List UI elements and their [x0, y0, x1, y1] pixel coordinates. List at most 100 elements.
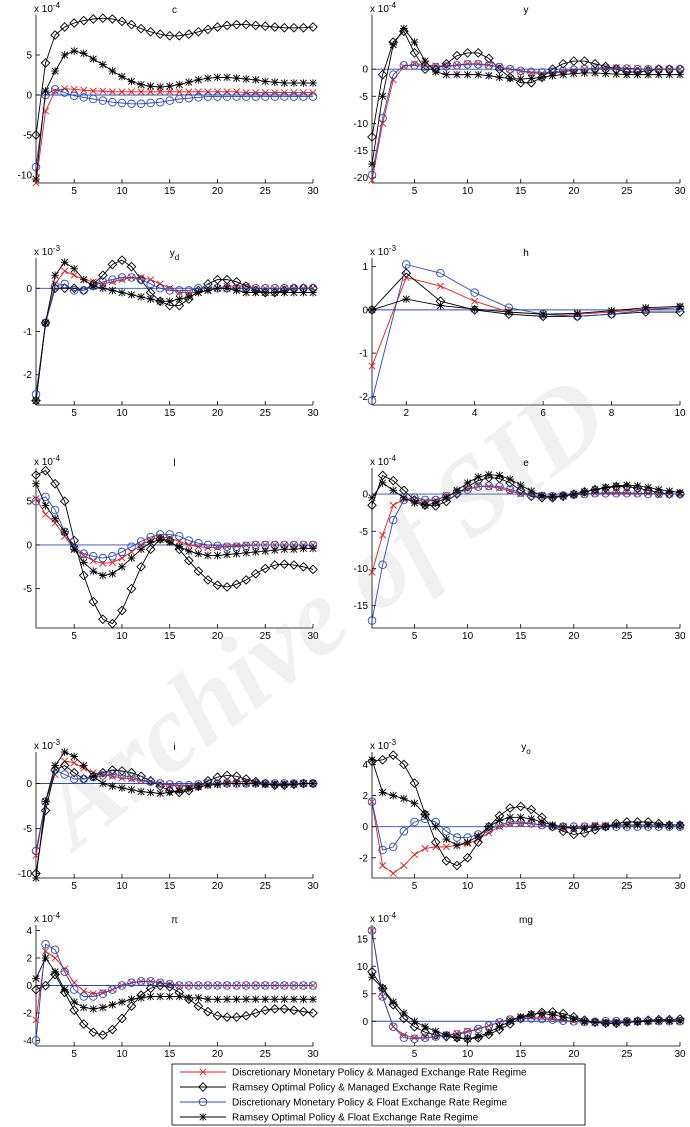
marker — [155, 978, 165, 988]
marker — [99, 1003, 107, 1012]
marker — [127, 554, 136, 562]
marker — [279, 559, 290, 570]
marker-shape — [232, 981, 241, 990]
marker-shape — [127, 772, 136, 782]
marker — [368, 306, 376, 314]
marker-stroke — [233, 88, 241, 96]
marker — [289, 981, 299, 990]
marker-shape — [430, 837, 441, 848]
marker-shape — [88, 1027, 99, 1038]
marker — [308, 981, 318, 990]
marker-shape — [127, 542, 136, 551]
marker — [50, 478, 60, 489]
x-tick-label: 30 — [307, 881, 319, 892]
marker — [203, 92, 213, 101]
marker — [270, 780, 279, 789]
scale-base: x 10 — [370, 914, 389, 925]
marker-shape — [462, 852, 473, 863]
marker-stroke — [410, 851, 419, 859]
marker-stroke — [89, 87, 97, 95]
y-tick-label: 4 — [26, 926, 32, 937]
marker — [410, 799, 419, 808]
marker — [400, 1031, 408, 1039]
marker — [654, 821, 663, 829]
marker — [506, 820, 514, 828]
marker — [299, 79, 308, 87]
marker — [452, 50, 462, 61]
marker-stroke — [108, 558, 116, 566]
marker-shape — [213, 541, 222, 551]
marker — [430, 501, 441, 511]
marker — [410, 1034, 419, 1044]
marker — [175, 295, 184, 303]
marker — [676, 488, 684, 497]
marker — [279, 22, 290, 33]
marker — [127, 786, 136, 794]
marker-shape — [231, 1012, 242, 1022]
marker — [409, 778, 420, 788]
marker-stroke — [185, 88, 193, 96]
marker — [308, 1008, 318, 1018]
marker — [506, 1017, 514, 1026]
marker-shape — [79, 992, 89, 1001]
marker — [108, 770, 117, 779]
marker — [242, 995, 250, 1004]
marker-shape — [504, 309, 514, 320]
marker-shape — [213, 981, 222, 990]
marker — [270, 546, 279, 554]
marker-shape — [69, 774, 79, 784]
marker — [633, 821, 642, 829]
x-tick-label: 25 — [260, 1049, 272, 1060]
marker — [309, 995, 317, 1004]
subplot-title: h — [523, 248, 529, 259]
marker — [399, 1033, 409, 1042]
marker — [89, 87, 97, 95]
marker-shape — [279, 1004, 290, 1014]
marker-stroke — [368, 362, 376, 370]
marker — [164, 30, 175, 41]
marker — [223, 88, 231, 96]
marker — [164, 982, 175, 992]
marker-stroke — [61, 965, 69, 973]
marker — [431, 499, 440, 507]
marker — [183, 29, 194, 40]
marker — [31, 1036, 41, 1045]
marker-shape — [31, 496, 41, 506]
marker — [298, 561, 309, 572]
marker — [378, 92, 387, 101]
marker-stroke — [400, 862, 408, 870]
marker — [505, 485, 515, 494]
marker — [126, 1001, 137, 1011]
series-line — [35, 17, 314, 136]
marker — [379, 531, 387, 539]
marker-shape — [79, 286, 89, 295]
marker-shape — [175, 981, 184, 990]
marker — [88, 596, 99, 607]
marker-shape — [495, 482, 504, 491]
marker — [420, 1033, 430, 1042]
marker — [78, 1019, 89, 1029]
marker-shape — [388, 999, 399, 1010]
marker-shape — [298, 561, 309, 572]
marker — [298, 22, 309, 33]
marker — [145, 544, 156, 555]
marker — [136, 537, 146, 546]
marker — [147, 88, 155, 96]
marker-stroke — [118, 88, 126, 96]
marker — [89, 557, 97, 565]
marker — [165, 979, 174, 989]
marker-shape — [50, 281, 60, 291]
marker-shape — [452, 50, 462, 61]
marker — [155, 296, 166, 307]
marker — [430, 837, 441, 848]
marker — [241, 1010, 251, 1021]
marker — [222, 92, 232, 101]
scale-label: x 10-3 — [370, 738, 397, 752]
marker-shape — [473, 48, 484, 58]
marker-shape — [69, 18, 80, 28]
marker — [241, 981, 251, 990]
marker — [223, 550, 231, 559]
x-tick-label: 5 — [71, 408, 77, 419]
marker — [389, 869, 397, 877]
marker-shape — [194, 538, 203, 548]
